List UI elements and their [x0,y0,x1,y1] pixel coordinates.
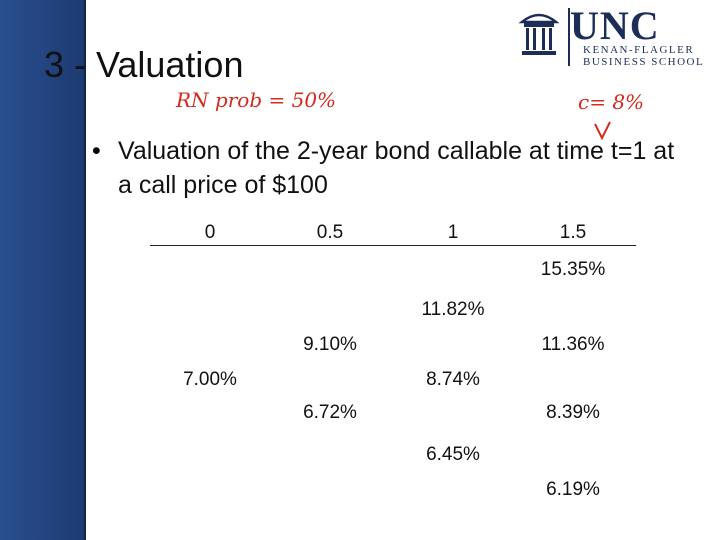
rate-cell: 9.10% [303,334,357,355]
side-strip [0,0,86,540]
time-label: 1.5 [559,222,587,243]
rate-cell: 7.00% [183,369,237,390]
handwritten-note: c= 8% [578,90,645,114]
handwritten-note: RN prob = 50% [176,88,337,112]
header-rule [150,245,636,246]
logo-icon [518,13,560,55]
time-label: 1 [447,222,459,243]
logo-divider [568,8,570,66]
rate-cell: 8.74% [426,369,480,390]
time-label: 0 [204,222,216,243]
slide-title: 3 - Valuation [44,44,244,85]
rate-cell: 6.19% [546,479,600,500]
rate-cell: 11.36% [541,334,605,355]
logo-line: KENAN-FLAGLER [583,44,695,56]
logo-line: BUSINESS SCHOOL [583,56,705,68]
rate-cell: 6.72% [303,402,357,423]
rate-cell: 11.82% [421,299,485,320]
check-mark [594,121,611,141]
bullet-dot: • [92,137,101,165]
rate-cell: 6.45% [426,444,480,465]
bullet-text: Valuation of the 2-year bond callable at… [118,137,675,199]
rate-cell: 8.39% [546,402,600,423]
time-label: 0.5 [316,222,344,243]
logo-name: UNC [570,3,660,48]
rate-cell: 15.35% [540,259,606,280]
